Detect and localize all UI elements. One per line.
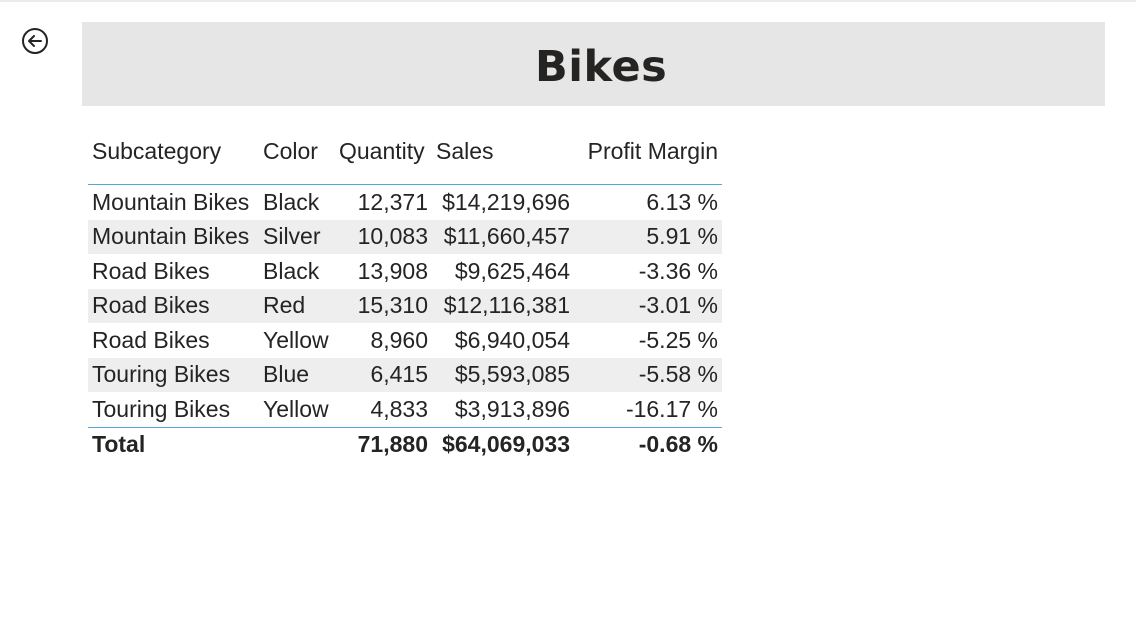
cell-color: Yellow — [263, 395, 329, 422]
cell-profit-margin: 5.91 % — [574, 219, 722, 254]
total-profit-margin: -0.68 % — [638, 431, 718, 457]
cell-subcategory: Mountain Bikes — [88, 219, 259, 254]
back-button[interactable] — [20, 26, 50, 56]
back-arrow-icon — [22, 28, 48, 54]
column-header-color[interactable]: Color — [263, 138, 318, 164]
cell-profit-margin: -3.01 % — [574, 288, 722, 323]
total-quantity: 71,880 — [357, 431, 428, 457]
cell-sales: $14,219,696 — [442, 188, 570, 215]
page-title: Bikes — [535, 42, 668, 92]
cell-sales: $6,940,054 — [454, 326, 570, 353]
top-border — [0, 0, 1136, 2]
table-row[interactable]: Road Bikes Yellow 8,960 $6,940,054 -5.25… — [88, 323, 722, 358]
column-header-profit-margin[interactable]: Profit Margin — [587, 138, 718, 164]
cell-subcategory: Road Bikes — [88, 288, 259, 323]
cell-subcategory: Mountain Bikes — [92, 188, 250, 215]
cell-quantity: 10,083 — [335, 219, 432, 254]
cell-subcategory: Touring Bikes — [92, 395, 231, 422]
cell-sales: $11,660,457 — [432, 219, 574, 254]
column-header-sales[interactable]: Sales — [436, 138, 494, 164]
cell-quantity: 15,310 — [335, 288, 432, 323]
table-row[interactable]: Road Bikes Red 15,310 $12,116,381 -3.01 … — [88, 288, 722, 323]
cell-quantity: 12,371 — [357, 188, 428, 215]
cell-quantity: 4,833 — [370, 395, 428, 422]
cell-sales: $3,913,896 — [454, 395, 570, 422]
table-header-row: Subcategory Color Quantity Sales Profit … — [88, 138, 722, 185]
cell-profit-margin: -5.58 % — [574, 357, 722, 392]
column-header-subcategory[interactable]: Subcategory — [92, 138, 222, 164]
title-banner — [82, 22, 1105, 106]
cell-quantity: 13,908 — [357, 257, 428, 284]
table-row[interactable]: Touring Bikes Yellow 4,833 $3,913,896 -1… — [88, 392, 722, 427]
cell-sales: $12,116,381 — [432, 288, 574, 323]
table-row[interactable]: Touring Bikes Blue 6,415 $5,593,085 -5.5… — [88, 357, 722, 392]
bikes-table: Subcategory Color Quantity Sales Profit … — [88, 138, 722, 462]
cell-profit-margin: -5.25 % — [638, 326, 718, 353]
table-row[interactable]: Mountain Bikes Silver 10,083 $11,660,457… — [88, 219, 722, 254]
cell-profit-margin: -3.36 % — [638, 257, 718, 284]
cell-quantity: 8,960 — [370, 326, 428, 353]
cell-color: Silver — [259, 219, 335, 254]
cell-profit-margin: 6.13 % — [646, 188, 718, 215]
cell-subcategory: Road Bikes — [92, 257, 210, 284]
cell-subcategory: Touring Bikes — [88, 357, 259, 392]
table-row[interactable]: Road Bikes Black 13,908 $9,625,464 -3.36… — [88, 254, 722, 289]
total-sales: $64,069,033 — [442, 431, 570, 457]
cell-color: Red — [259, 288, 335, 323]
cell-color: Yellow — [263, 326, 329, 353]
cell-profit-margin: -16.17 % — [625, 395, 718, 422]
cell-subcategory: Road Bikes — [92, 326, 210, 353]
total-color-empty — [259, 427, 335, 462]
total-row: Total 71,880 $64,069,033 -0.68 % — [88, 427, 722, 462]
cell-quantity: 6,415 — [335, 357, 432, 392]
cell-color: Black — [263, 257, 320, 284]
cell-color: Black — [263, 188, 320, 215]
cell-sales: $5,593,085 — [432, 357, 574, 392]
column-header-quantity[interactable]: Quantity — [339, 138, 425, 164]
total-label: Total — [92, 431, 146, 457]
cell-color: Blue — [259, 357, 335, 392]
table-row[interactable]: Mountain Bikes Black 12,371 $14,219,696 … — [88, 185, 722, 220]
cell-sales: $9,625,464 — [454, 257, 570, 284]
